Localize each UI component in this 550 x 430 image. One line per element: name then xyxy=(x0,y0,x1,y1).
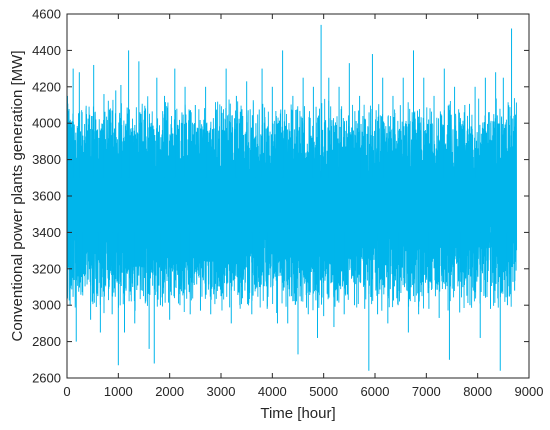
x-axis-title: Time [hour] xyxy=(260,405,335,422)
tick-labels: 0 1000 2000 3000 4000 5000 6000 7000 8000 9000 260… xyxy=(32,7,543,400)
x-tick-label: 8000 xyxy=(463,384,492,399)
x-tick-label: 1000 xyxy=(104,384,133,399)
x-tick-label: 9000 xyxy=(515,384,544,399)
tick-marks xyxy=(66,13,530,379)
y-tick-label: 3000 xyxy=(32,298,61,313)
y-tick-label: 2800 xyxy=(32,334,61,349)
x-tick-label: 7000 xyxy=(412,384,441,399)
y-tick-label: 3800 xyxy=(32,152,61,167)
y-tick-label: 4000 xyxy=(32,116,61,131)
x-tick-label: 6000 xyxy=(361,384,390,399)
series-0 xyxy=(67,24,518,371)
plot-area xyxy=(67,24,518,371)
y-tick-label: 3200 xyxy=(32,261,61,276)
x-tick-label: 0 xyxy=(63,384,70,399)
series-line xyxy=(67,96,518,314)
y-tick-label: 3600 xyxy=(32,189,61,204)
y-tick-label: 4400 xyxy=(32,43,61,58)
x-tick-label: 5000 xyxy=(309,384,338,399)
y-tick-label: 2600 xyxy=(32,371,61,386)
y-tick-label: 4200 xyxy=(32,79,61,94)
y-tick-label: 3400 xyxy=(32,225,61,240)
x-tick-label: 3000 xyxy=(207,384,236,399)
y-axis-title: Conventional power plants generation [MW… xyxy=(9,51,26,342)
x-tick-label: 2000 xyxy=(155,384,184,399)
y-tick-label: 4600 xyxy=(32,7,61,22)
x-tick-label: 4000 xyxy=(258,384,287,399)
